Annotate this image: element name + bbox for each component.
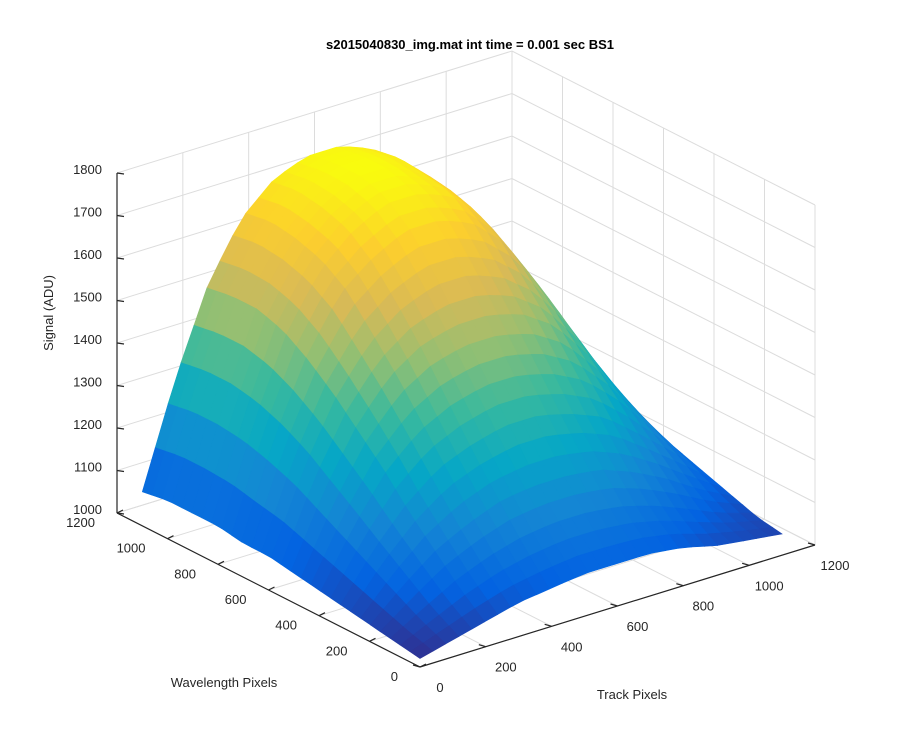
z-tick-label: 1600 <box>73 247 102 262</box>
z-tick <box>116 214 125 218</box>
y-tick <box>369 637 376 642</box>
z-tick-label: 1400 <box>73 332 102 347</box>
x-tick-label: 1200 <box>821 558 850 573</box>
x-axis-label: Track Pixels <box>597 687 668 702</box>
x-tick <box>478 644 486 648</box>
y-tick <box>268 586 275 591</box>
axis-layer: 1000 1100 1200 1300 1400 1500 1600 1700 1800 0 200… <box>66 162 849 695</box>
z-axis-label: Signal (ADU) <box>41 275 56 351</box>
x-tick-label: 200 <box>495 660 517 675</box>
x-tick <box>676 583 684 587</box>
y-tick <box>419 663 427 668</box>
z-tick-label: 1500 <box>73 290 102 305</box>
grid-line <box>116 50 816 206</box>
x-tick <box>544 623 552 627</box>
y-tick <box>116 509 124 514</box>
surface-patch <box>409 642 434 659</box>
chart-title: s2015040830_img.mat int time = 0.001 sec… <box>326 37 614 52</box>
z-tick <box>116 427 125 430</box>
z-tick <box>116 384 125 388</box>
z-tick-label: 1000 <box>73 502 102 517</box>
z-tick <box>116 172 125 175</box>
z-tick <box>116 299 125 303</box>
x-tick-label: 0 <box>436 680 443 695</box>
x-tick-label: 800 <box>692 599 714 614</box>
z-tick-label: 1300 <box>73 375 102 390</box>
x-tick-label: 400 <box>561 639 583 654</box>
z-tick <box>116 512 125 515</box>
x-tick-label: 1000 <box>755 578 784 593</box>
y-tick <box>217 560 225 565</box>
y-axis-label: Wavelength Pixels <box>171 675 278 690</box>
y-tick-label: 800 <box>174 566 196 581</box>
x-tick <box>807 542 816 546</box>
y-tick-label: 600 <box>225 592 247 607</box>
x-tick <box>742 562 750 566</box>
z-tick <box>116 257 125 260</box>
x-tick <box>610 603 618 607</box>
z-tick <box>116 469 125 473</box>
y-tick-label: 1200 <box>66 515 95 530</box>
x-tick <box>412 664 421 668</box>
y-tick-label: 200 <box>326 643 348 658</box>
y-tick-label: 0 <box>391 669 398 684</box>
y-tick <box>318 612 326 617</box>
z-tick-label: 1700 <box>73 205 102 220</box>
surface-layer <box>141 146 783 659</box>
x-tick-label: 600 <box>627 619 649 634</box>
y-tick <box>167 535 174 540</box>
y-tick-label: 1000 <box>117 541 146 556</box>
y-tick-label: 400 <box>275 618 297 633</box>
z-tick-label: 1800 <box>73 162 102 177</box>
z-tick-label: 1100 <box>74 460 102 475</box>
z-tick <box>116 342 125 345</box>
z-tick-label: 1200 <box>73 417 102 432</box>
